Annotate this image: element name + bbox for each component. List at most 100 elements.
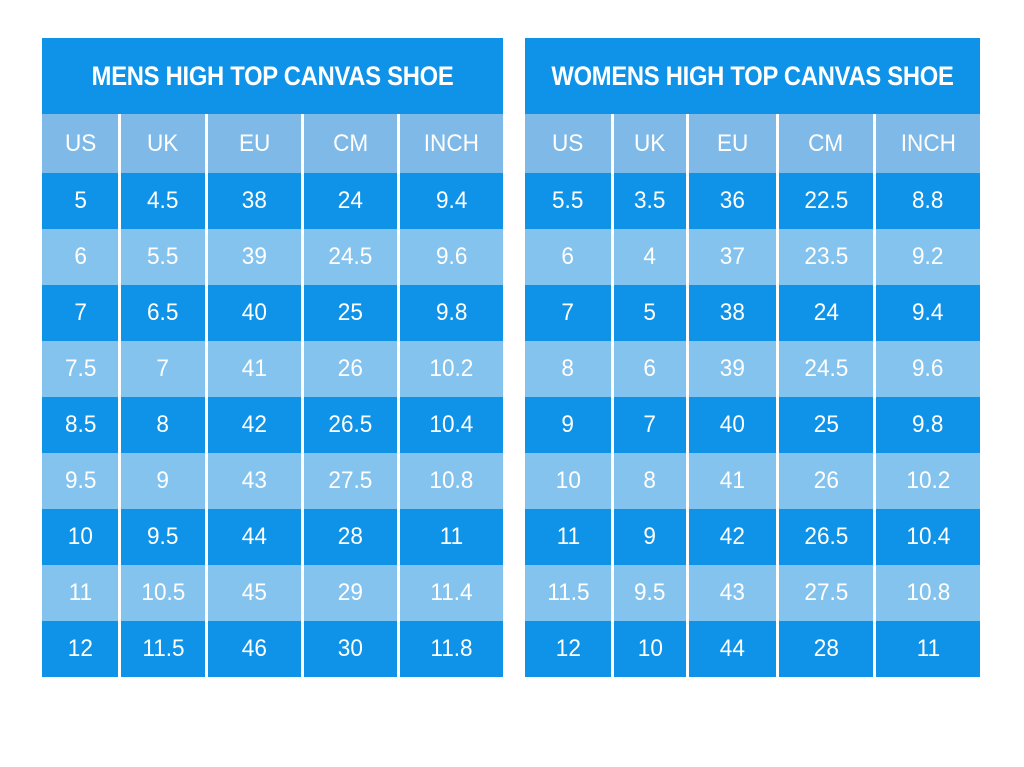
- size-cell-label: 11.5: [142, 635, 185, 662]
- mens-table-grid: US UK EU CM INCH 5 4.5 38 24 9.4 6 5.5 39 24.5 9.6 7 6.5…: [42, 114, 503, 677]
- size-cell-label: 39: [241, 243, 267, 270]
- size-cell: 9.6: [400, 229, 503, 285]
- size-cell: 11.4: [400, 565, 503, 621]
- size-cell: 24: [303, 173, 398, 229]
- size-cell-label: 11: [916, 635, 940, 662]
- size-cell-label: 7: [156, 355, 170, 382]
- size-cell-label: 39: [719, 355, 745, 382]
- size-cell-label: 24: [813, 299, 839, 326]
- size-cell-label: 23.5: [804, 243, 849, 270]
- size-cell: 26.5: [779, 509, 874, 565]
- size-cell: 9.5: [42, 453, 119, 509]
- size-cell: 12: [42, 621, 119, 677]
- size-cell: 23.5: [779, 229, 874, 285]
- size-cell: 42: [688, 509, 777, 565]
- size-cell-label: 7: [561, 299, 575, 326]
- size-cell: 8.8: [876, 173, 980, 229]
- size-cell-label: 9.5: [147, 523, 179, 550]
- size-cell: 45: [207, 565, 301, 621]
- size-cell: 39: [688, 341, 777, 397]
- size-cell-label: 9.8: [912, 411, 944, 438]
- size-cell: 9.5: [121, 509, 205, 565]
- size-cell: 10.4: [876, 509, 980, 565]
- size-cell-label: 6: [561, 243, 575, 270]
- size-cell-label: 10: [67, 523, 93, 550]
- size-cell: 29: [303, 565, 398, 621]
- size-cell: 39: [207, 229, 301, 285]
- column-header-us: US: [42, 114, 119, 173]
- size-cell-label: 9.4: [912, 299, 944, 326]
- size-charts-container: MENS HIGH TOP CANVAS SHOE US UK EU CM INCH 5 4…: [42, 38, 980, 677]
- size-cell-label: 8: [643, 467, 657, 494]
- size-cell-label: 44: [241, 523, 267, 550]
- size-cell-label: 45: [241, 579, 267, 606]
- size-cell: 10.2: [400, 341, 503, 397]
- womens-table-title-bar: WOMENS HIGH TOP CANVAS SHOE: [525, 38, 980, 114]
- size-cell-label: 7: [73, 299, 87, 326]
- size-cell: 11.5: [525, 565, 612, 621]
- size-cell: 30: [303, 621, 398, 677]
- size-cell-label: 10.5: [141, 579, 186, 606]
- size-cell-label: 5.5: [552, 187, 584, 214]
- size-cell-label: 42: [241, 411, 267, 438]
- column-header-cm-label: CM: [808, 129, 844, 157]
- size-cell-label: 41: [719, 467, 745, 494]
- size-cell: 10: [525, 453, 612, 509]
- size-cell: 25: [303, 285, 398, 341]
- size-cell-label: 27.5: [804, 579, 849, 606]
- size-cell: 3.5: [614, 173, 686, 229]
- womens-table-title: WOMENS HIGH TOP CANVAS SHOE: [551, 60, 954, 91]
- size-cell: 36: [688, 173, 777, 229]
- column-header-uk-label: UK: [634, 129, 666, 157]
- size-cell: 28: [303, 509, 398, 565]
- size-cell-label: 28: [337, 523, 364, 550]
- size-cell: 4: [614, 229, 686, 285]
- size-cell: 46: [207, 621, 301, 677]
- column-header-uk-label: UK: [147, 129, 179, 157]
- size-cell: 9: [525, 397, 612, 453]
- size-cell-label: 5: [643, 299, 657, 326]
- column-header-uk: UK: [121, 114, 205, 173]
- column-header-cm-label: CM: [332, 129, 369, 157]
- size-cell-label: 38: [241, 187, 267, 214]
- size-cell-label: 9: [643, 523, 657, 550]
- size-cell: 10.8: [876, 565, 980, 621]
- size-cell-label: 24.5: [328, 243, 373, 270]
- size-cell: 5.5: [525, 173, 612, 229]
- size-cell: 7: [614, 397, 686, 453]
- size-cell-label: 9.6: [435, 243, 468, 270]
- size-cell: 11: [400, 509, 503, 565]
- size-cell-label: 42: [719, 523, 745, 550]
- size-cell-label: 5: [73, 187, 87, 214]
- size-cell: 44: [688, 621, 777, 677]
- size-cell: 10: [614, 621, 686, 677]
- size-cell-label: 28: [813, 635, 839, 662]
- size-cell: 5: [42, 173, 119, 229]
- size-cell-label: 6: [73, 243, 87, 270]
- mens-size-table: MENS HIGH TOP CANVAS SHOE US UK EU CM INCH 5 4…: [42, 38, 503, 677]
- size-cell: 12: [525, 621, 612, 677]
- size-cell: 11: [42, 565, 119, 621]
- size-cell-label: 11.5: [546, 579, 590, 606]
- size-cell-label: 40: [719, 411, 745, 438]
- mens-table-title: MENS HIGH TOP CANVAS SHOE: [91, 60, 454, 91]
- size-cell: 6: [42, 229, 119, 285]
- size-cell: 27.5: [779, 565, 874, 621]
- size-cell: 6: [614, 341, 686, 397]
- size-cell-label: 40: [241, 299, 267, 326]
- column-header-inch-label: INCH: [423, 129, 480, 157]
- size-cell-label: 10.4: [906, 523, 951, 550]
- size-cell: 11.8: [400, 621, 503, 677]
- size-cell: 4.5: [121, 173, 205, 229]
- size-cell: 40: [207, 285, 301, 341]
- size-cell-label: 10.8: [906, 579, 951, 606]
- size-cell-label: 4: [643, 243, 657, 270]
- size-cell: 9: [121, 453, 205, 509]
- size-cell-label: 9.5: [64, 467, 96, 494]
- size-cell-label: 10: [637, 635, 663, 662]
- size-cell: 28: [779, 621, 874, 677]
- size-cell-label: 9.8: [435, 299, 468, 326]
- size-cell-label: 7.5: [64, 355, 96, 382]
- column-header-inch-label: INCH: [900, 129, 956, 157]
